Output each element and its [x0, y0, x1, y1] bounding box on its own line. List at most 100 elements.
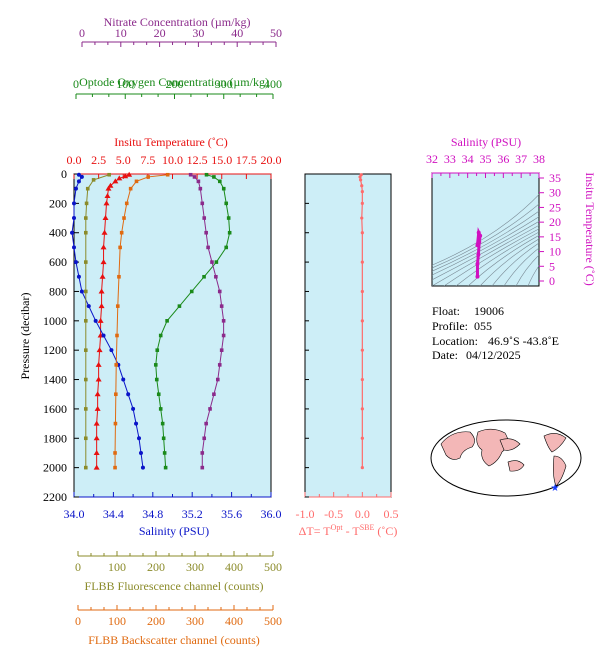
backscatter-point	[115, 333, 119, 338]
fluorescence-tick-label: 200	[147, 560, 165, 574]
delta-series	[358, 173, 364, 470]
nitrate-axis-label: Nitrate Concentration (µm/kg)	[104, 15, 251, 29]
fluorescence-point	[84, 201, 89, 206]
delta-point	[360, 231, 364, 235]
backscatter-tick-label: 200	[147, 614, 165, 628]
density-contour	[432, 220, 539, 281]
temperature-tick-label: 17.5	[236, 153, 257, 167]
backscatter-point	[165, 172, 170, 177]
salinity-point	[93, 318, 98, 323]
salinity-axis-label: Salinity (PSU)	[139, 524, 209, 538]
nitrate-tick-label: 50	[270, 26, 282, 40]
ts-temp-tick-label: 30	[549, 186, 561, 200]
density-contour	[432, 210, 539, 272]
salinity-point	[79, 289, 84, 294]
ts-temp-tick-label: 25	[549, 200, 561, 214]
backscatter-line	[114, 174, 168, 468]
pressure-tick-label: 1600	[43, 402, 67, 416]
temperature-point	[105, 185, 112, 191]
delta-line	[359, 174, 363, 468]
fluorescence-tick-label: 0	[75, 560, 81, 574]
ts-panel	[431, 172, 540, 287]
delta-panel	[304, 173, 392, 498]
temperature-point	[97, 317, 104, 323]
backscatter-series	[113, 172, 170, 470]
fluorescence-point	[84, 377, 88, 382]
oxygen-point	[160, 421, 165, 426]
float-info: Float: 19006 Profile: 055 Location: 46.9…	[432, 304, 559, 362]
backscatter-point	[118, 245, 122, 250]
ts-temperature-axis-label: Insitu Temperature (˚C)	[583, 172, 597, 286]
salinity-tick-label: 35.2	[182, 507, 203, 521]
temperature-point	[98, 288, 105, 294]
oxygen-tick-label: 300	[215, 77, 233, 91]
backscatter-point	[128, 186, 133, 191]
backscatter-point	[134, 179, 139, 184]
ts-point	[475, 262, 480, 267]
salinity-point	[73, 186, 78, 191]
delta-point	[359, 178, 363, 182]
density-contour	[432, 224, 539, 286]
delta-point	[360, 190, 364, 194]
fluorescence-tick-label: 100	[108, 560, 126, 574]
nitrate-point	[208, 407, 212, 411]
temperature-point	[126, 171, 133, 177]
nitrate-point	[200, 201, 205, 206]
backscatter-tick-label: 100	[108, 614, 126, 628]
backscatter-point	[119, 230, 124, 235]
backscatter-point	[115, 304, 120, 308]
delta-tick-label: 0.5	[384, 507, 399, 521]
date-value: 04/12/2025	[466, 348, 521, 362]
ts-temp-tick-label: 5	[549, 259, 555, 273]
delta-tick-label: -1.0	[296, 507, 315, 521]
salinity-point	[109, 348, 114, 353]
pressure-tick-label: 1800	[43, 431, 67, 445]
fluorescence-point	[84, 216, 88, 220]
salinity-point	[70, 230, 75, 235]
ts_salinity-tick-label: 33	[444, 152, 456, 166]
ts_salinity-tick-label: 32	[426, 152, 438, 166]
pressure-tick-label: 1400	[43, 373, 67, 387]
oxygen-point	[189, 289, 194, 294]
ts_salinity-tick-label: 37	[515, 152, 527, 166]
temperature-point	[100, 259, 107, 265]
fluorescence-point	[84, 348, 88, 352]
ts_salinity-tick-label: 34	[462, 152, 474, 166]
nitrate-point	[212, 392, 216, 397]
salinity-point	[86, 304, 91, 309]
temperature-point	[98, 303, 105, 309]
date-label: Date:	[432, 348, 458, 362]
nitrate-point	[219, 348, 224, 352]
oxygen-point	[162, 451, 167, 455]
backscatter-axis-label: FLBB Backscatter channel (counts)	[88, 633, 260, 647]
float-location-marker: ★	[551, 483, 560, 494]
salinity-point	[138, 450, 143, 455]
backscatter-point	[117, 274, 121, 279]
pressure-tick-label: 600	[49, 255, 67, 269]
temperature-axis: 0.0 2.5 5.0 7.5 10.0 12.5 15.0 17.5 20.0	[67, 153, 282, 179]
delta-point	[360, 348, 364, 352]
salinity-tick-label: 34.8	[142, 507, 163, 521]
fluorescence-point	[84, 407, 88, 411]
nitrate-point	[202, 216, 207, 220]
temperature-tick-label: 12.5	[187, 153, 208, 167]
nitrate-series	[188, 172, 226, 470]
oxygen-point	[158, 407, 163, 411]
fluorescence-point	[85, 186, 90, 191]
world-map: ★	[430, 419, 582, 497]
nitrate-point	[217, 363, 222, 367]
ts-temp-tick-label: 10	[549, 245, 561, 259]
ts-temp-tick-label: 35	[549, 171, 561, 185]
backscatter-point	[124, 201, 129, 206]
nitrate-point	[217, 289, 222, 294]
temperature-point	[93, 420, 100, 426]
float-value: 19006	[474, 304, 504, 318]
temperature-point	[100, 244, 107, 250]
nitrate-point	[204, 421, 208, 426]
backscatter-point	[113, 451, 117, 455]
ts-salinity-axis-label: Salinity (PSU)	[451, 135, 521, 149]
profile-panel	[73, 173, 272, 498]
oxygen-point	[161, 436, 166, 441]
